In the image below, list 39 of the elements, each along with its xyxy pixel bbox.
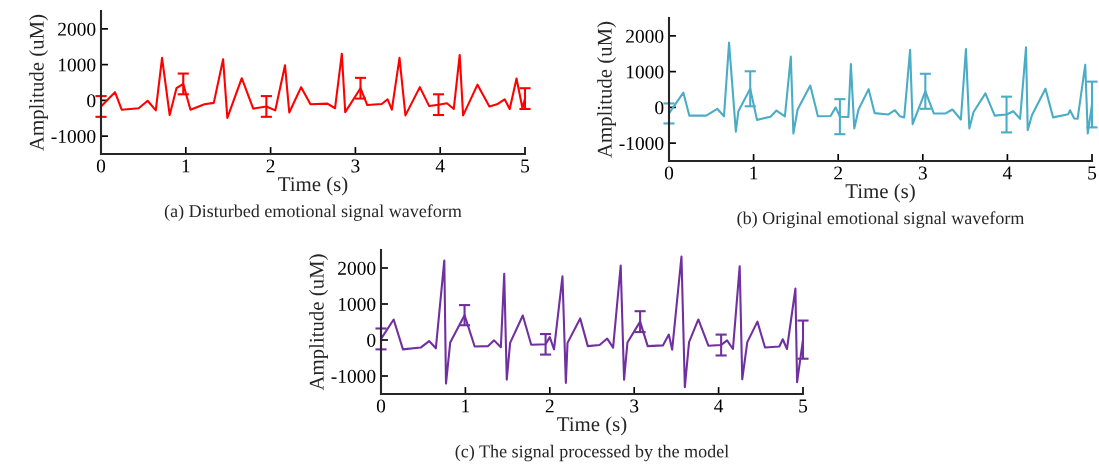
y-tick-label: -1000 — [619, 136, 664, 151]
text: (b) Original emotional signal waveform — [737, 211, 1025, 228]
x-tick-label: 3 — [918, 166, 927, 180]
y-tick-label: -1000 — [51, 129, 96, 144]
y-axis-title: Amplitude (uM) — [309, 254, 328, 391]
y-tick-label: 0 — [655, 101, 664, 115]
x-tick-label: 5 — [521, 159, 530, 173]
x-tick-label: 0 — [376, 399, 386, 413]
x-tick-label: 4 — [714, 399, 724, 413]
y-tick-label: 1000 — [58, 58, 96, 72]
y-tick-label: 2000 — [626, 29, 664, 43]
x-axis-title: Time (s) — [557, 416, 627, 436]
x-tick-label: 0 — [664, 166, 674, 180]
x-axis-title: Time (s) — [278, 176, 348, 196]
y-tick-label: 2000 — [338, 261, 376, 275]
y-tick-label: 1000 — [626, 65, 664, 79]
y-axis-title: Amplitude (uM) — [29, 14, 48, 151]
x-tick-label: 1 — [750, 166, 758, 180]
text: (c) The signal processed by the model — [455, 444, 729, 462]
x-tick-label: 1 — [462, 399, 470, 413]
y-tick-label: 2000 — [58, 22, 96, 36]
x-tick-label: 2 — [834, 166, 842, 180]
x-tick-label: 3 — [630, 399, 639, 413]
x-tick-label: 4 — [1002, 166, 1012, 180]
y-tick-label: 1000 — [338, 297, 376, 311]
y-tick-label: -1000 — [331, 369, 376, 383]
x-tick-label: 5 — [799, 399, 808, 413]
x-tick-label: 5 — [1088, 166, 1097, 180]
x-tick-label: 3 — [351, 159, 360, 173]
x-tick-label: 1 — [182, 159, 190, 173]
y-tick-label: 0 — [367, 333, 376, 347]
x-tick-label: 4 — [435, 159, 445, 173]
y-axis-title: Amplitude (uM) — [597, 21, 616, 158]
x-tick-label: 2 — [545, 399, 554, 413]
y-tick-label: 0 — [87, 94, 96, 108]
x-tick-label: 0 — [96, 159, 106, 173]
x-axis-title: Time (s) — [845, 183, 915, 203]
x-tick-label: 2 — [266, 159, 275, 173]
text: (a) Disturbed emotional signal waveform — [164, 204, 462, 221]
